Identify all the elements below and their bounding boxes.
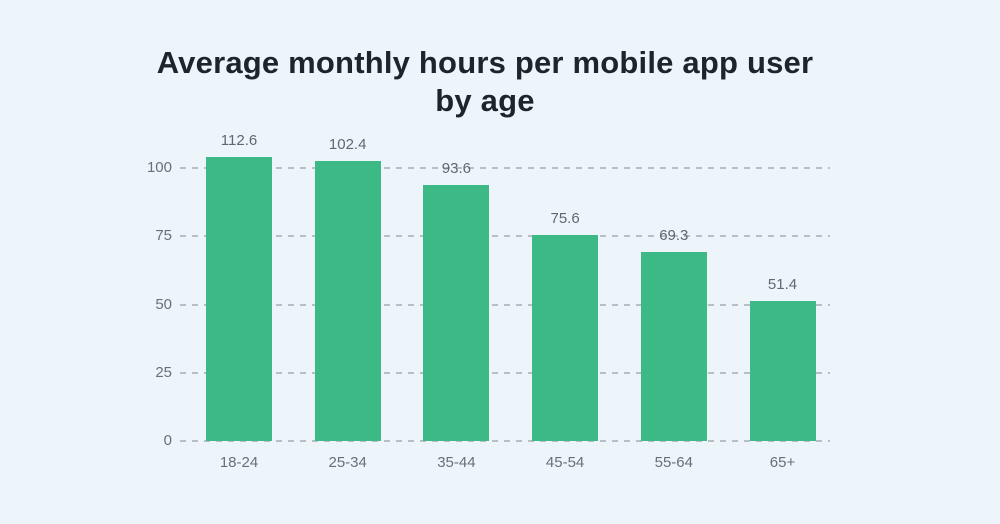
bar-25-34 [314, 161, 381, 441]
x-axis-tick-label: 18-24 [219, 454, 259, 471]
y-axis-tick-label: 50 [155, 295, 172, 313]
bar-55-64 [640, 251, 707, 441]
x-axis-tick-label: 65+ [769, 454, 796, 471]
x-axis-tick-label: 35-44 [437, 454, 476, 471]
gridline-y-100 [180, 167, 830, 169]
chart-title: Average monthly hours per mobile app use… [0, 44, 970, 120]
bar-45-54 [532, 234, 599, 441]
bar-value-label: 93.6 [441, 160, 471, 178]
gridline-y-0 [180, 440, 830, 442]
x-axis-tick-label: 45-54 [545, 454, 585, 471]
gridline-y-25 [180, 371, 830, 374]
y-axis-tick-label: 100 [146, 159, 172, 176]
y-axis-tick-label: 25 [155, 363, 172, 381]
y-axis-tick-label: 75 [155, 227, 172, 245]
bar-18-24 [206, 157, 272, 441]
bar-value-label: 75.6 [550, 209, 580, 227]
bar-35-44 [423, 185, 490, 441]
gridline-y-75 [180, 235, 830, 238]
y-axis-tick-label: 0 [163, 432, 172, 449]
x-axis-tick-label: 25-34 [328, 454, 367, 471]
bar-65+ [749, 300, 816, 441]
bar-value-label: 102.4 [328, 136, 367, 154]
bar-value-label: 112.6 [220, 132, 258, 149]
bar-value-label: 69.3 [659, 226, 689, 244]
gridline-y-50 [180, 303, 830, 306]
bar-value-label: 51.4 [767, 275, 798, 293]
x-axis-tick-label: 55-64 [654, 454, 693, 471]
chart-title-text: Average monthly hours per mobile app use… [156, 45, 814, 118]
